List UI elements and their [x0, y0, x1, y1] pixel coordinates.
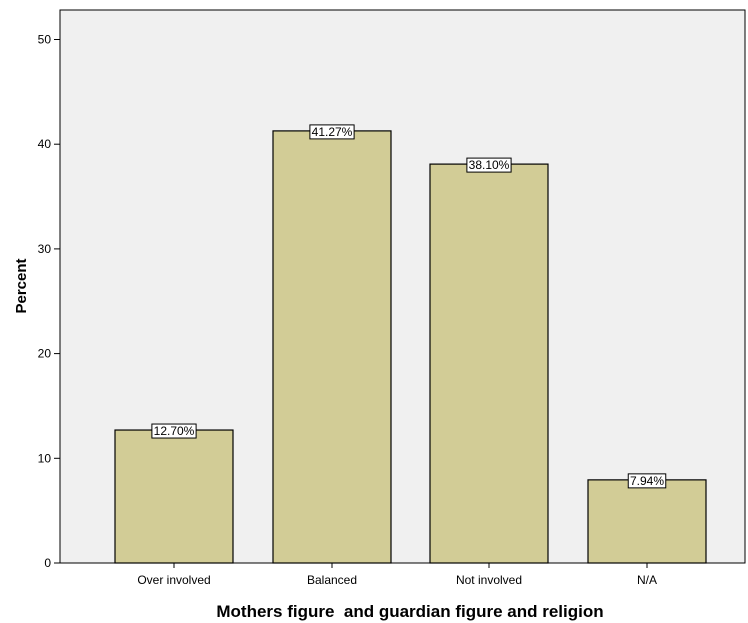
data-label-box	[627, 473, 667, 489]
bar	[114, 429, 234, 564]
y-tick-label: 10	[38, 451, 52, 465]
data-label: 41.27%	[312, 125, 353, 139]
y-tick-label: 0	[44, 556, 51, 570]
bars: 12.70% 41.27% 38.10% 7.94%	[114, 124, 707, 564]
y-tick-label: 30	[38, 242, 52, 256]
data-label: 38.10%	[469, 158, 510, 172]
data-label: 7.94%	[630, 474, 664, 488]
data-label-box	[151, 423, 197, 439]
y-tick-label: 20	[38, 347, 52, 361]
y-axis-title: Percent	[13, 258, 30, 313]
y-axis-ticks: 0 10 20 30 40 50	[38, 33, 60, 570]
bar	[587, 479, 707, 564]
bar	[429, 163, 549, 564]
data-label: 12.70%	[154, 424, 195, 438]
data-label-box	[466, 157, 512, 173]
x-tick-label: Balanced	[307, 573, 357, 587]
bar	[272, 130, 392, 564]
x-axis-title: Mothers figure and guardian figure and r…	[216, 602, 603, 621]
x-tick-label: Over involved	[137, 573, 210, 587]
y-tick-label: 40	[38, 137, 52, 151]
x-axis-tick-labels: Over involved Balanced Not involved N/A	[137, 563, 657, 587]
y-tick-label: 50	[38, 33, 52, 47]
x-tick-label: Not involved	[456, 573, 522, 587]
data-label-box	[309, 124, 355, 140]
x-tick-label: N/A	[637, 573, 657, 587]
